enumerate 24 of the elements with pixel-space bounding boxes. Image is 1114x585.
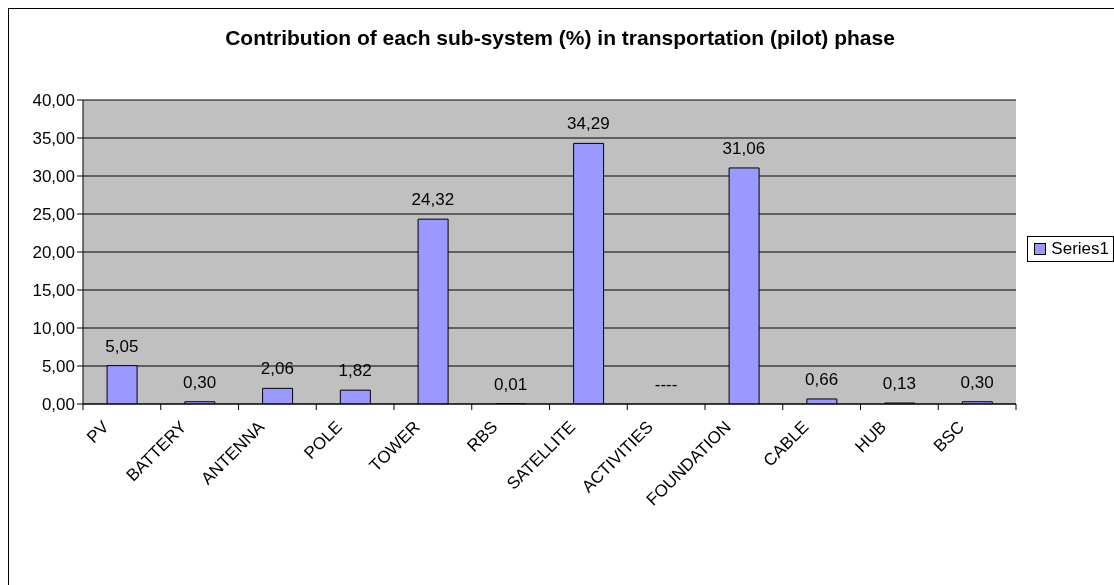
y-tick-label: 20,00 <box>32 243 75 263</box>
y-tick-label: 40,00 <box>32 91 75 111</box>
y-tick-label: 15,00 <box>32 281 75 301</box>
text: ---- <box>654 375 678 394</box>
data-label: 0,30 <box>960 372 994 392</box>
y-tick-label: 25,00 <box>32 205 75 225</box>
x-tick-label: PV <box>83 416 114 447</box>
data-label: 2,06 <box>260 359 294 379</box>
data-label: 0,13 <box>882 374 916 394</box>
data-label: 31,06 <box>722 138 766 158</box>
y-tick-label: 35,00 <box>32 129 75 149</box>
legend-label: Series1 <box>1051 239 1109 259</box>
y-tick-label: 0,00 <box>41 395 75 415</box>
chart-title: Contribution of each sub-system (%) in transportation (pilot) phase <box>224 26 896 50</box>
data-label: 0,30 <box>183 372 217 392</box>
data-label: 0,66 <box>805 369 839 389</box>
data-label: 24,32 <box>411 190 455 210</box>
y-tick-label: 5,00 <box>41 357 75 377</box>
y-tick-label: 10,00 <box>32 319 75 339</box>
y-tick-label: 30,00 <box>32 167 75 187</box>
data-label: 34,29 <box>567 114 610 134</box>
data-label: 0,01 <box>494 374 528 394</box>
data-label: 5,05 <box>105 336 139 356</box>
data-label: 1,82 <box>338 361 372 381</box>
